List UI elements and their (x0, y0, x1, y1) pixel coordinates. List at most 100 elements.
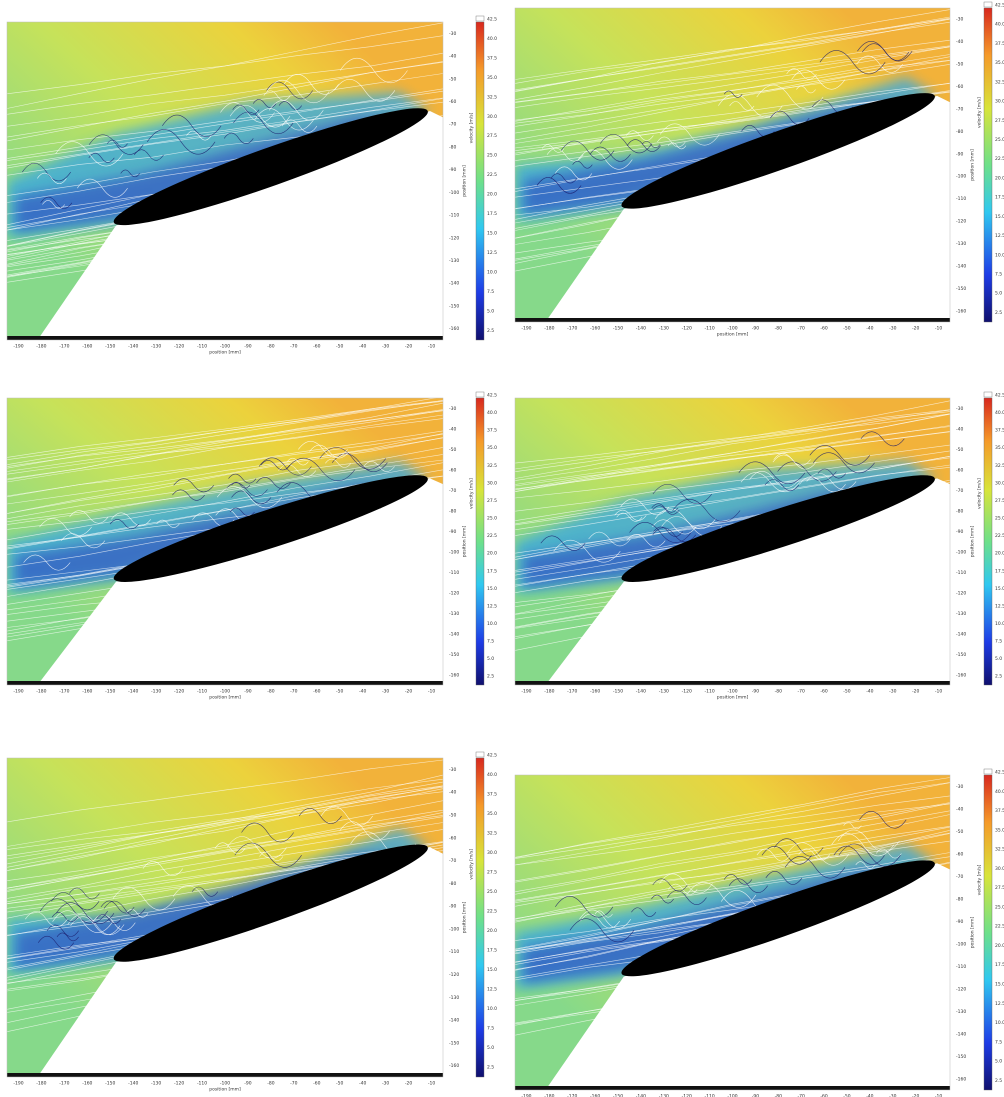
x-tick-label: -130 (659, 1094, 669, 1097)
page: -190 -180 -170 -160 -150 -140 -130 -120 -110 -100… (0, 0, 1004, 1097)
x-tick-label: -100 (220, 344, 230, 350)
bottom-bar (7, 681, 443, 685)
x-tick-label: -30 (382, 1081, 389, 1087)
panel: -190-180-170-160-150-140-130-120-110-100… (7, 16, 497, 356)
x-tick-label: -50 (843, 326, 850, 332)
colorbar-tick-label: 12.5 (995, 1001, 1004, 1007)
bottom-bar (515, 681, 950, 685)
y-tick-label: -60 (956, 84, 963, 90)
colorbar-tick-label: 42.5 (487, 17, 497, 23)
colorbar-tick-label: 37.5 (995, 808, 1004, 814)
colorbar-tick-label: 35.0 (995, 827, 1004, 833)
y-tick-label: -30 (956, 406, 963, 412)
y-tick-label: -100 (956, 174, 966, 180)
y-tick-label: -60 (449, 99, 456, 105)
y-tick-label: -100 (449, 926, 459, 932)
colorbar-tick-label: 22.5 (487, 909, 497, 915)
y-axis-label: position [mm] (970, 916, 976, 948)
x-tick-label: -170 (59, 689, 69, 695)
colorbar-tick-label: 25.0 (995, 516, 1004, 522)
x-tick-label: -140 (636, 326, 646, 332)
colorbar-tick-label: 22.5 (487, 172, 497, 178)
y-tick-label: -120 (449, 972, 459, 978)
colorbar-tick-label: 42.5 (995, 770, 1004, 776)
x-tick-label: -70 (290, 689, 297, 695)
y-axis-label: position [mm] (970, 149, 976, 181)
x-tick-label: -180 (36, 344, 46, 350)
colorbar-tick-label: 37.5 (487, 792, 497, 798)
y-tick-label: -130 (449, 258, 459, 264)
x-tick-label: -140 (128, 689, 138, 695)
y-tick-label: -100 (956, 941, 966, 947)
x-tick-label: -140 (636, 689, 646, 695)
x-tick-label: -140 (636, 1094, 646, 1097)
colorbar-cap (984, 769, 992, 774)
x-tick-label: -70 (290, 344, 297, 350)
colorbar-tick-label: 30.0 (995, 866, 1004, 872)
x-tick-label: -20 (405, 689, 412, 695)
x-tick-label: -140 (128, 1081, 138, 1087)
y-tick-label: -90 (956, 151, 963, 157)
colorbar-tick-label: 20.0 (995, 175, 1004, 181)
y-axis-label: position [mm] (970, 525, 976, 557)
x-tick-label: -90 (244, 689, 251, 695)
y-tick-label: -30 (449, 406, 456, 412)
colorbar-tick-label: 37.5 (995, 41, 1004, 47)
x-tick-label: -160 (590, 326, 600, 332)
colorbar-tick-label: 35.0 (487, 811, 497, 817)
x-tick-label: -160 (590, 689, 600, 695)
x-tick-label: -190 (13, 344, 23, 350)
y-tick-label: -30 (956, 17, 963, 23)
x-tick-label: -20 (405, 1081, 412, 1087)
x-tick-label: -30 (889, 1094, 896, 1097)
colorbar-tick-label: 2.5 (487, 1065, 494, 1071)
x-tick-label: -150 (613, 1094, 623, 1097)
y-tick-label: -90 (449, 529, 456, 535)
x-tick-label: -100 (727, 1094, 737, 1097)
y-tick-label: -100 (449, 190, 459, 196)
colorbar-tick-label: 42.5 (995, 393, 1004, 399)
colorbar-tick-label: 15.0 (995, 586, 1004, 592)
y-tick-label: -60 (449, 835, 456, 841)
x-tick-label: -180 (544, 1094, 554, 1097)
x-tick-label: -110 (704, 689, 714, 695)
y-tick-label: -110 (956, 196, 966, 202)
colorbar-tick-label: 2.5 (995, 674, 1002, 680)
colorbar-tick-label: 27.5 (487, 498, 497, 504)
panel: -190-180-170-160-150-140-130-120-110-100… (7, 392, 497, 701)
colorbar-tick-label: 22.5 (995, 533, 1004, 539)
flow-field (515, 8, 950, 322)
colorbar-tick-label: 32.5 (995, 463, 1004, 469)
y-tick-label: -150 (449, 1040, 459, 1046)
colorbar-tick-label: 25.0 (995, 137, 1004, 143)
y-tick-label: -130 (449, 611, 459, 617)
x-tick-label: -60 (313, 344, 320, 350)
colorbar-tick-label: 7.5 (995, 271, 1002, 277)
colorbar-tick-label: 10.0 (487, 269, 497, 275)
panel: -190-180-170-160-150-140-130-120-110-100… (515, 2, 1004, 338)
colorbar-tick-label: 27.5 (995, 885, 1004, 891)
y-tick-label: -90 (956, 919, 963, 925)
flow-field (7, 22, 443, 340)
y-tick-label: -40 (449, 790, 456, 796)
colorbar-tick-label: 20.0 (487, 192, 497, 198)
x-tick-label: -120 (174, 689, 184, 695)
x-tick-label: -110 (197, 1081, 207, 1087)
y-tick-label: -90 (956, 529, 963, 535)
bottom-bar (515, 318, 950, 322)
colorbar-tick-label: 32.5 (487, 463, 497, 469)
colorbar-tick-label: 15.0 (487, 231, 497, 237)
colorbar-tick-label: 7.5 (995, 1039, 1002, 1045)
x-tick-label: -140 (128, 344, 138, 350)
bottom-bar (515, 1086, 950, 1090)
colorbar-cap (476, 752, 484, 757)
colorbar-tick-label: 30.0 (487, 114, 497, 120)
panel: -190-180-170-160-150-140-130-120-110-100… (515, 769, 1004, 1097)
colorbar-tick-label: 32.5 (995, 847, 1004, 853)
x-tick-label: -20 (912, 326, 919, 332)
y-tick-label: -150 (449, 303, 459, 309)
y-tick-label: -160 (449, 326, 459, 332)
figure: -190 -180 -170 -160 -150 -140 -130 -120 -110 -100… (0, 0, 1004, 1097)
colorbar-tick-label: 42.5 (487, 393, 497, 399)
colorbar-tick-label: 5.0 (487, 308, 494, 314)
